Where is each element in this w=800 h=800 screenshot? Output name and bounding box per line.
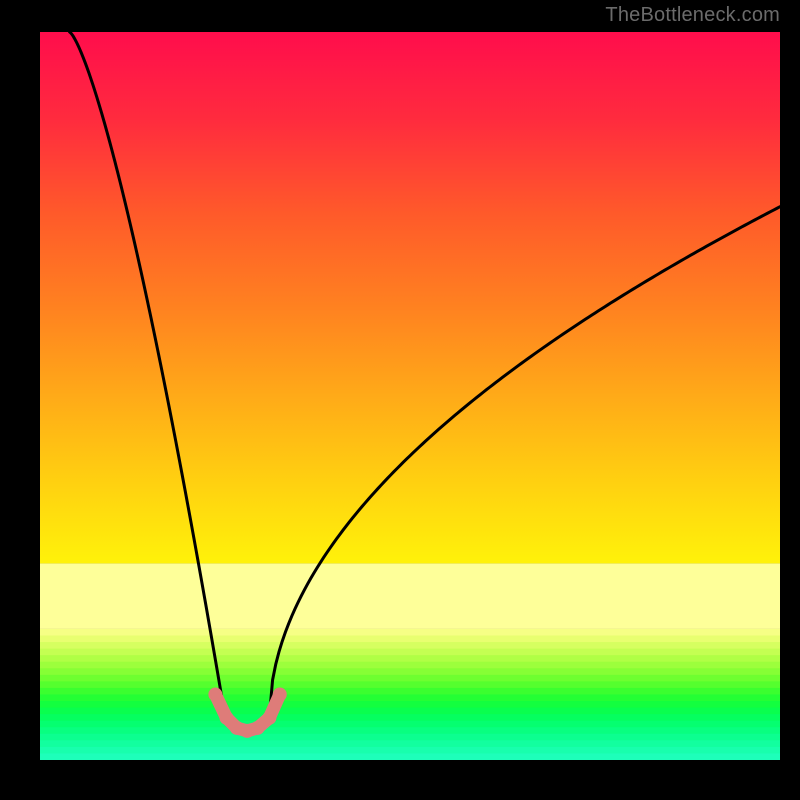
watermark-text: TheBottleneck.com [605, 4, 780, 27]
bottleneck-curve-chart [0, 0, 800, 800]
chart-frame: TheBottleneck.com [0, 0, 800, 800]
